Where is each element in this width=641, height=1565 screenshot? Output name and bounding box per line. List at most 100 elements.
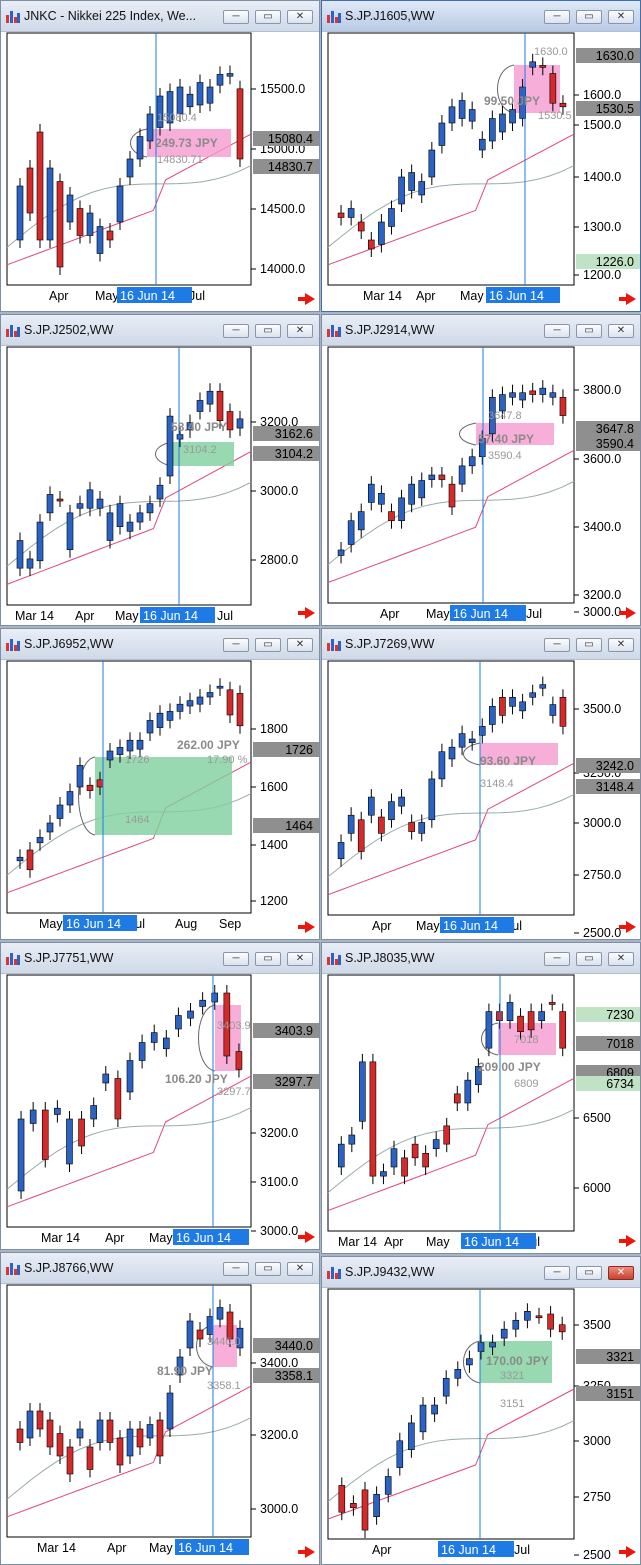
price-chart[interactable]: 57.40 JPY3647.83590.43800.03600.03400.03…: [322, 345, 641, 626]
scroll-right-arrow-icon[interactable]: [298, 293, 315, 305]
window-titlebar[interactable]: S.JP.J7751,WW ─ ▭ ✕: [1, 943, 319, 974]
maximize-button[interactable]: ▭: [255, 952, 281, 966]
chart-window-w5[interactable]: S.JP.J6952,WW ─ ▭ ✕ 262.00 JPY 1726 1464 17.90 …: [0, 628, 320, 940]
minimize-button[interactable]: ─: [223, 10, 249, 24]
window-titlebar[interactable]: S.JP.J7269,WW ─ ▭ ✕: [322, 629, 640, 660]
window-titlebar[interactable]: S.JP.J1605,WW ─ ▭ ✕: [322, 1, 640, 32]
price-chart[interactable]: 99.50 JPY1630.01530.51600.01500.01400.01…: [322, 31, 641, 312]
close-button[interactable]: ✕: [287, 324, 313, 338]
measure-zone[interactable]: [147, 129, 231, 157]
plot-area[interactable]: [6, 346, 252, 606]
minimize-button[interactable]: ─: [544, 324, 570, 338]
scroll-right-arrow-icon[interactable]: [619, 921, 636, 933]
minimize-button[interactable]: ─: [223, 324, 249, 338]
candle: [236, 693, 244, 727]
price-chart[interactable]: 58.40 JPY 3104.2 3200.0 3000.0 2800.0 3162.6 3…: [1, 345, 320, 626]
measure-zone[interactable]: [172, 442, 234, 466]
plot-area[interactable]: [6, 1284, 252, 1538]
scroll-right-arrow-icon[interactable]: [619, 1235, 636, 1247]
plot-area[interactable]: [327, 346, 575, 604]
close-button[interactable]: ✕: [608, 952, 634, 966]
measure-zone[interactable]: [480, 743, 558, 765]
maximize-button[interactable]: ▭: [576, 1266, 602, 1280]
minimize-button[interactable]: ─: [223, 952, 249, 966]
chart-window-w4[interactable]: S.JP.J2914,WW ─ ▭ ✕ 57.40 JPY 3647.8 3590.4 380…: [321, 314, 641, 626]
measure-zone[interactable]: [498, 1023, 556, 1055]
close-button[interactable]: ✕: [608, 638, 634, 652]
window-titlebar[interactable]: S.JP.J2914,WW ─ ▭ ✕: [322, 315, 640, 346]
maximize-button[interactable]: ▭: [576, 952, 602, 966]
close-button[interactable]: ✕: [608, 324, 634, 338]
maximize-button[interactable]: ▭: [576, 324, 602, 338]
window-titlebar[interactable]: S.JP.J6952,WW ─ ▭ ✕: [1, 629, 319, 660]
maximize-button[interactable]: ▭: [576, 638, 602, 652]
price-chart[interactable]: 262.00 JPY 1726 1464 17.90 % 1800 1600 1400 120…: [1, 659, 320, 940]
minimize-button[interactable]: ─: [223, 1262, 249, 1276]
price-label: 3242.0: [596, 759, 634, 773]
chart-window-w1[interactable]: JNKC - Nikkei 225 Index, We... ─ ▭ ✕ 249.73 …: [0, 0, 320, 312]
plot-area[interactable]: [6, 32, 252, 286]
chart-window-w8[interactable]: S.JP.J8035,WW ─ ▭ ✕ 209.00 JPY 7018 6809 6500 60…: [321, 942, 641, 1254]
price-chart[interactable]: 249.73 JPY15080.414830.7115500.015000.01…: [1, 31, 320, 312]
candle: [26, 849, 34, 871]
scroll-right-arrow-icon[interactable]: [298, 1546, 315, 1558]
price-chart[interactable]: 106.20 JPY 3403.9 3297.7 3200.0 3100.0 3000.0…: [1, 973, 320, 1250]
measure-zone[interactable]: [480, 1341, 552, 1383]
window-titlebar[interactable]: S.JP.J8766,WW ─ ▭ ✕: [1, 1253, 319, 1284]
chart-window-w7[interactable]: S.JP.J7751,WW ─ ▭ ✕ 106.20 JPY 3403.9 3297.7 32…: [0, 942, 320, 1250]
measure-zone[interactable]: [95, 757, 232, 835]
minimize-button[interactable]: ─: [223, 638, 249, 652]
chart-window-w3[interactable]: S.JP.J2502,WW ─ ▭ ✕ 58.40 JPY 3104.2 3200.0 300…: [0, 314, 320, 626]
maximize-button[interactable]: ▭: [255, 638, 281, 652]
minimize-button[interactable]: ─: [544, 1266, 570, 1280]
close-button[interactable]: ✕: [287, 638, 313, 652]
price-chart[interactable]: 81.90 JPY3440.03358.13400.03200.03000.03…: [1, 1283, 320, 1565]
y-tick-label: 2750.0: [583, 868, 621, 882]
scroll-right-arrow-icon[interactable]: [298, 1231, 315, 1243]
chart-window-w9[interactable]: S.JP.J8766,WW ─ ▭ ✕ 81.90 JPY 3440.0 3358.1 340…: [0, 1252, 320, 1565]
scroll-right-arrow-icon[interactable]: [619, 607, 636, 619]
candle: [16, 540, 24, 569]
window-titlebar[interactable]: S.JP.J9432,WW ─ ▭ ✕: [322, 1257, 640, 1288]
chart-window-w6[interactable]: S.JP.J7269,WW─▭✕93.60 JPY3148.43500.0325…: [321, 628, 641, 940]
candle: [422, 1152, 429, 1168]
price-chart[interactable]: 209.00 JPY701868096500600072307018680967…: [322, 973, 641, 1254]
candle: [539, 684, 547, 689]
close-button[interactable]: ✕: [287, 952, 313, 966]
plot-area[interactable]: [327, 1288, 575, 1540]
close-button[interactable]: ✕: [608, 10, 634, 24]
close-button[interactable]: ✕: [287, 1262, 313, 1276]
minimize-button[interactable]: ─: [544, 10, 570, 24]
window-titlebar[interactable]: S.JP.J8035,WW ─ ▭ ✕: [322, 943, 640, 974]
close-button[interactable]: ✕: [287, 10, 313, 24]
price-chart[interactable]: 93.60 JPY3148.43500.03250.03000.02750.02…: [322, 659, 641, 940]
maximize-button[interactable]: ▭: [255, 1262, 281, 1276]
scroll-right-arrow-icon[interactable]: [619, 1546, 636, 1558]
window-titlebar[interactable]: S.JP.J2502,WW ─ ▭ ✕: [1, 315, 319, 346]
maximize-button[interactable]: ▭: [255, 324, 281, 338]
candle: [512, 1319, 520, 1330]
candle: [146, 113, 154, 142]
minimize-button[interactable]: ─: [544, 952, 570, 966]
candle: [106, 750, 114, 761]
y-tick-label: 1500.0: [583, 118, 621, 132]
scroll-right-arrow-icon[interactable]: [298, 607, 315, 619]
candle: [388, 511, 395, 522]
maximize-button[interactable]: ▭: [255, 10, 281, 24]
chart-window-w10[interactable]: S.JP.J9432,WW─▭✕170.00 JPY33213151350032…: [321, 1256, 641, 1565]
measure-bottom-value: 14830.71: [157, 154, 203, 166]
chart-app-icon: [327, 638, 341, 651]
candle: [36, 521, 44, 562]
candle: [206, 692, 214, 698]
scroll-right-arrow-icon[interactable]: [619, 293, 636, 305]
plot-area[interactable]: [6, 974, 252, 1228]
minimize-button[interactable]: ─: [544, 638, 570, 652]
maximize-button[interactable]: ▭: [576, 10, 602, 24]
plot-area[interactable]: [327, 660, 575, 916]
x-tick-label: May: [426, 1235, 450, 1249]
close-button[interactable]: ✕: [608, 1266, 634, 1280]
price-chart[interactable]: 170.00 JPY332131513500325030002750250033…: [322, 1287, 641, 1565]
scroll-right-arrow-icon[interactable]: [298, 921, 315, 933]
window-titlebar[interactable]: JNKC - Nikkei 225 Index, We... ─ ▭ ✕: [1, 1, 319, 32]
chart-window-w2[interactable]: S.JP.J1605,WW ─ ▭ ✕ 99.50 JPY 1630.0 1530.5 160…: [321, 0, 641, 312]
